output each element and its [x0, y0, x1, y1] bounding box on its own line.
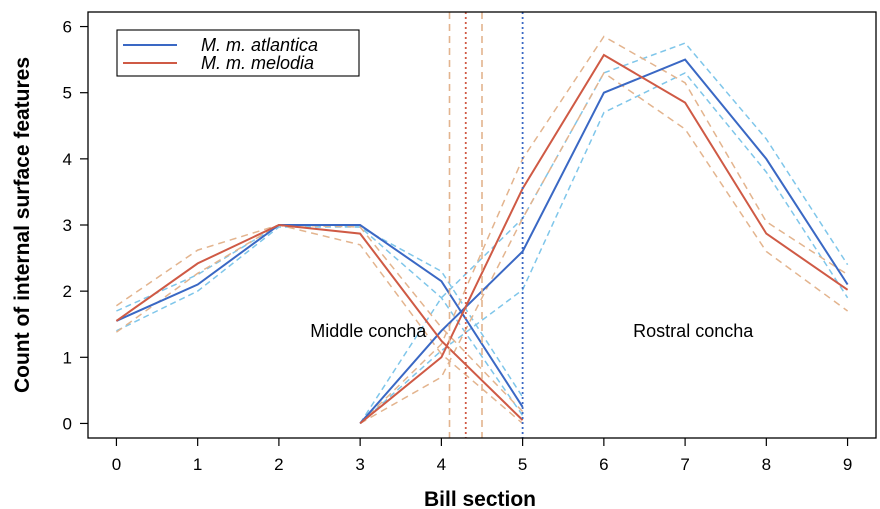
- x-tick-label-2: 2: [274, 455, 283, 474]
- x-tick-label-6: 6: [599, 455, 608, 474]
- ci-line-7: [359, 71, 849, 424]
- legend-box: [116, 29, 360, 77]
- ci-line-9: [115, 224, 524, 413]
- ci-line-4: [116, 226, 524, 398]
- x-tick-label-5: 5: [518, 455, 527, 474]
- series-line-2: [115, 223, 524, 421]
- y-tick-label-4: 4: [63, 150, 72, 169]
- y-tick-label-5: 5: [63, 84, 72, 103]
- x-tick-label-3: 3: [355, 455, 364, 474]
- x-tick-label-1: 1: [193, 455, 202, 474]
- y-axis: 0 1 2 3 4 5 6: [63, 18, 88, 433]
- ci-line-11: [359, 71, 849, 425]
- y-axis-title: Count of internal surface features: [11, 57, 34, 393]
- annotation-middle-concha: Middle concha: [310, 321, 427, 341]
- ci-line-8: [115, 224, 524, 424]
- legend: M. m. atlantica M. m. melodia: [116, 29, 360, 77]
- ci-line-10: [359, 35, 849, 424]
- y-tick-label-0: 0: [63, 414, 72, 433]
- series-line-0: [115, 224, 524, 408]
- y-tick-label-2: 2: [63, 282, 72, 301]
- annotation-rostral-concha: Rostral concha: [633, 321, 754, 341]
- lines-layer: [115, 35, 849, 425]
- x-tick-label-0: 0: [112, 455, 121, 474]
- x-tick-label-4: 4: [437, 455, 446, 474]
- series-line-1: [359, 58, 849, 425]
- series-line-3: [359, 53, 849, 425]
- x-tick-label-9: 9: [843, 455, 852, 474]
- y-tick-label-3: 3: [63, 216, 72, 235]
- legend-label-atlantica: M. m. atlantica: [201, 35, 318, 55]
- x-tick-label-7: 7: [680, 455, 689, 474]
- y-tick-label-1: 1: [63, 348, 72, 367]
- x-tick-label-8: 8: [762, 455, 771, 474]
- x-axis: 0 1 2 3 4 5 6 7 8 9: [112, 438, 852, 474]
- ci-line-6: [359, 42, 849, 424]
- legend-label-melodia: M. m. melodia: [201, 53, 314, 73]
- vertical-lines-layer: [448, 12, 524, 438]
- x-axis-title: Bill section: [424, 488, 536, 509]
- y-tick-label-6: 6: [63, 18, 72, 37]
